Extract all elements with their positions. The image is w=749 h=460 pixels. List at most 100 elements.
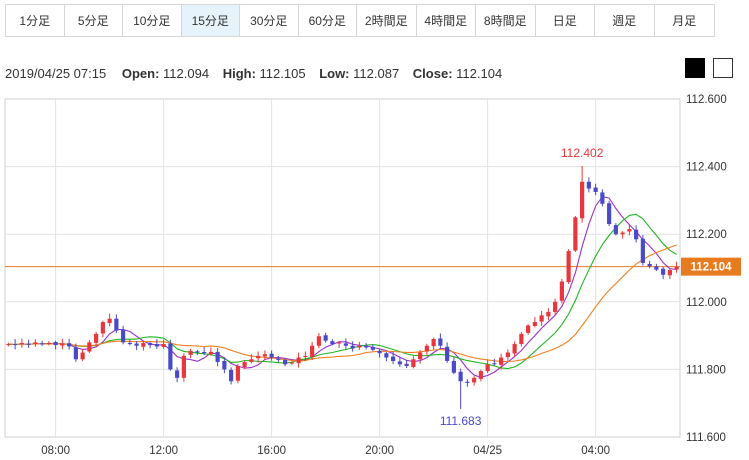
x-tick-label: 20:00	[365, 445, 394, 457]
x-tick-label: 04/25	[473, 445, 502, 457]
candle-body	[337, 342, 342, 344]
candle-body	[134, 343, 139, 346]
candle-body	[249, 359, 254, 362]
tab-1min[interactable]: 1分足	[6, 5, 65, 36]
tab-8hour[interactable]: 8時間足	[476, 5, 536, 36]
candle-body	[499, 357, 504, 365]
candle-body	[472, 377, 477, 383]
candle-body	[492, 363, 497, 365]
candle-body	[161, 344, 166, 347]
candle-body	[424, 345, 429, 352]
candle-body	[256, 355, 261, 359]
x-tick-label: 16:00	[257, 445, 286, 457]
candle-body	[418, 352, 423, 360]
candle-body	[431, 338, 436, 347]
candle-body	[26, 343, 31, 345]
high-annotation: 112.402	[561, 146, 604, 160]
candle-body	[634, 229, 639, 240]
candle-body	[526, 325, 531, 333]
candle-body	[168, 343, 173, 370]
candle-body	[559, 281, 564, 301]
candle-body	[627, 229, 632, 232]
x-tick-label: 08:00	[41, 445, 70, 457]
candle-body	[667, 270, 672, 276]
candle-body	[580, 181, 585, 219]
candle-body	[539, 315, 544, 322]
y-tick-label: 112.200	[686, 229, 727, 241]
tab-15min[interactable]: 15分足	[181, 5, 240, 36]
candle-body	[478, 371, 483, 379]
tab-weekly[interactable]: 週足	[595, 5, 655, 36]
candle-body	[465, 381, 470, 383]
candle-body	[53, 342, 58, 346]
candle-body	[357, 345, 362, 348]
tab-2hour[interactable]: 2時間足	[357, 5, 417, 36]
ma-long-line	[8, 244, 677, 363]
tab-30min[interactable]: 30分足	[240, 5, 299, 36]
candle-body	[532, 322, 537, 326]
y-tick-label: 112.000	[686, 297, 727, 309]
candle-body	[195, 351, 200, 353]
candle-body	[323, 335, 328, 341]
candle-body	[519, 333, 524, 345]
candle-body	[647, 263, 652, 267]
candle-body	[553, 301, 558, 312]
candle-body	[127, 342, 132, 345]
y-tick-label: 111.800	[686, 364, 726, 376]
candle-body	[40, 343, 45, 345]
candle-body	[384, 353, 389, 358]
candle-body	[46, 343, 51, 345]
light-theme-toggle[interactable]	[713, 58, 733, 78]
candle-body	[370, 346, 375, 350]
candle-body	[262, 354, 267, 357]
candle-body	[377, 350, 382, 354]
candle-body	[222, 360, 227, 370]
ma-short-line	[8, 196, 677, 378]
candle-body	[269, 353, 274, 358]
candle-body	[215, 351, 220, 362]
candle-body	[593, 187, 598, 192]
candle-body	[505, 352, 510, 358]
y-tick-label: 112.400	[686, 162, 727, 174]
tab-5min[interactable]: 5分足	[65, 5, 123, 36]
candle-body	[600, 192, 605, 204]
tab-10min[interactable]: 10分足	[123, 5, 182, 36]
candle-body	[654, 266, 659, 270]
close-label: Close:	[412, 66, 453, 81]
candle-body	[87, 342, 92, 352]
candle-body	[121, 329, 126, 343]
candle-body	[202, 351, 207, 354]
candle-body	[451, 360, 456, 373]
candle-body	[391, 356, 396, 361]
tab-monthly[interactable]: 月足	[672, 14, 697, 28]
candle-body	[661, 268, 666, 275]
dark-theme-toggle[interactable]	[685, 58, 705, 78]
tab-4hour[interactable]: 4時間足	[417, 5, 476, 36]
candle-body	[100, 322, 105, 334]
candle-body	[397, 361, 402, 365]
candle-body	[586, 181, 591, 189]
candle-body	[208, 351, 213, 355]
x-tick-label: 12:00	[149, 445, 178, 457]
candle-body	[607, 203, 612, 225]
candle-body	[350, 345, 355, 349]
candle-body	[404, 363, 409, 367]
tab-60min[interactable]: 60分足	[299, 5, 357, 36]
timeframe-tabs: 1分足 5分足 10分足 15分足 30分足 60分足 2時間足 4時間足 8時…	[5, 4, 715, 37]
candle-body	[107, 318, 112, 324]
candle-body	[276, 358, 281, 360]
tab-daily[interactable]: 日足	[536, 5, 595, 36]
candle-body	[573, 217, 578, 251]
x-tick-label: 04:00	[581, 445, 610, 457]
candle-body	[296, 357, 301, 364]
low-annotation: 111.683	[440, 414, 482, 428]
candle-body	[154, 344, 159, 347]
candle-body	[141, 343, 146, 347]
candle-body	[458, 371, 463, 382]
ohlc-timestamp: 2019/04/25 07:15	[5, 66, 107, 81]
candle-body	[181, 355, 186, 378]
candle-body	[411, 359, 416, 368]
candle-body	[620, 232, 625, 235]
candle-body	[114, 318, 119, 331]
